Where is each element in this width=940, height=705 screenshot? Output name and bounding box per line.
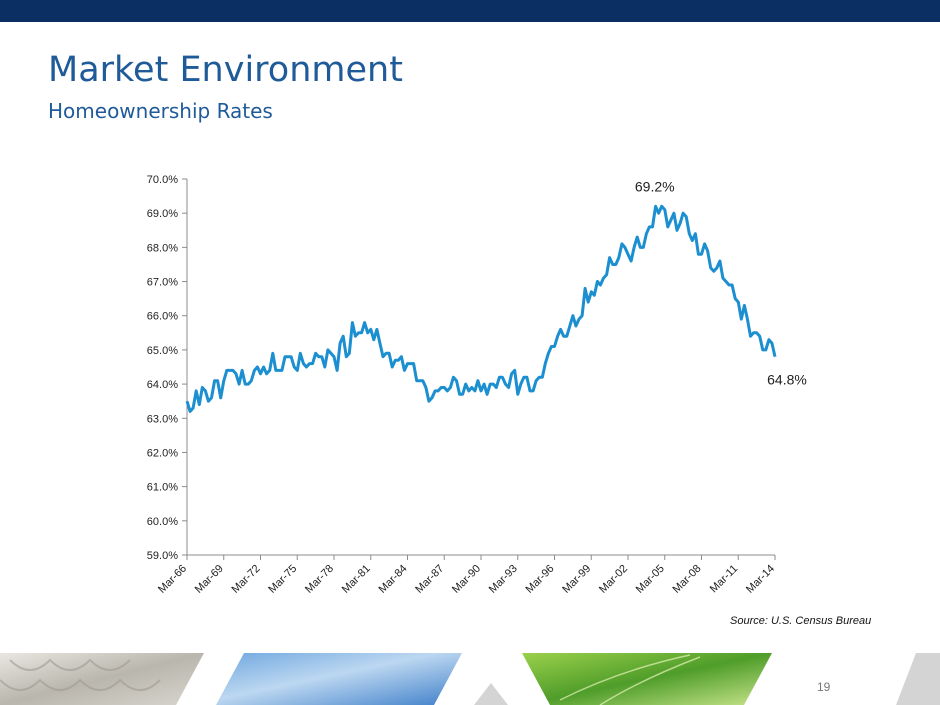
rope-texture — [0, 658, 161, 691]
leaf-veins — [559, 654, 701, 705]
gray-triangle-shape — [474, 683, 508, 705]
y-tick-label: 59.0% — [147, 550, 178, 562]
source-note: Source: U.S. Census Bureau — [730, 615, 872, 627]
y-tick-label: 62.0% — [147, 447, 178, 459]
page-title: Market Environment — [48, 50, 403, 90]
y-tick-label: 67.0% — [147, 277, 178, 289]
y-tick-label: 63.0% — [147, 413, 178, 425]
sky-image — [216, 653, 462, 705]
series-line — [185, 204, 777, 413]
y-tick-label: 61.0% — [147, 482, 178, 494]
y-tick-label: 60.0% — [147, 516, 178, 528]
gray-triangle-shape-right — [896, 653, 940, 705]
rope-image — [0, 653, 204, 705]
page-subtitle: Homeownership Rates — [48, 99, 273, 123]
y-tick-label: 69.0% — [147, 208, 178, 220]
page-number: 19 — [817, 680, 831, 694]
y-tick-label: 66.0% — [147, 311, 178, 323]
header-bar — [0, 0, 940, 22]
y-tick-label: 65.0% — [147, 345, 178, 357]
data-label: 69.2% — [635, 178, 675, 194]
data-label: 64.8% — [767, 372, 807, 388]
y-tick-label: 70.0% — [147, 174, 178, 186]
y-tick-label: 68.0% — [147, 242, 178, 254]
y-tick-label: 64.0% — [147, 379, 178, 391]
